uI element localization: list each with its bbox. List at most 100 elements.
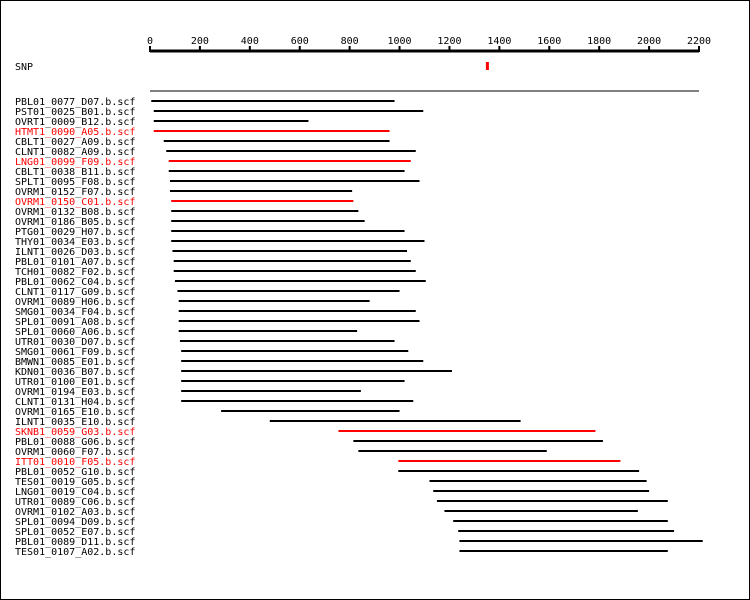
read-row: ITT01_0010_F05.b.scf: [15, 457, 621, 468]
read-name-label[interactable]: SPL01_0060_A06.b.scf: [15, 327, 135, 338]
read-row: CBLT1_0038_B11.b.scf: [15, 167, 405, 178]
read-row: TCH01_0082_F02.b.scf: [15, 267, 416, 278]
read-name-label[interactable]: CLNT1_0131_H04.b.scf: [15, 397, 135, 408]
read-row: OVRM1_0165_E10.b.scf: [15, 407, 400, 418]
axis-tick-label: 2000: [637, 36, 661, 47]
read-row: UTR01_0100_E01.b.scf: [15, 377, 405, 388]
read-row: SPL01_0060_A06.b.scf: [15, 327, 358, 338]
read-name-label[interactable]: UTR01_0030_D07.b.scf: [15, 337, 135, 348]
read-name-label[interactable]: SKNB1_0059_G03.b.scf: [15, 427, 135, 438]
read-name-label[interactable]: CLNT1_0117_G09.b.scf: [15, 287, 135, 298]
read-row: OVRM1_0152_F07.b.scf: [15, 187, 353, 198]
read-name-label[interactable]: CBLT1_0038_B11.b.scf: [15, 167, 135, 178]
read-row: OVRM1_0150_C01.b.scf: [15, 197, 354, 208]
read-name-label[interactable]: OVRM1_0194_E03.b.scf: [15, 387, 135, 398]
read-row: OVRM1_0194_E03.b.scf: [15, 387, 361, 398]
read-name-label[interactable]: OVRM1_0132_B08.b.scf: [15, 207, 135, 218]
read-row: OVRT1_0009_B12.b.scf: [15, 117, 309, 128]
read-row: OVRM1_0102_A03.b.scf: [15, 507, 638, 518]
read-name-label[interactable]: SPL01_0094_D09.b.scf: [15, 517, 135, 528]
read-row: SPLT1_0095_F08.b.scf: [15, 177, 420, 188]
read-row: TES01_0019_G05.b.scf: [15, 477, 647, 488]
read-name-label[interactable]: OVRM1_0150_C01.b.scf: [15, 197, 135, 208]
read-name-label[interactable]: TES01_0019_G05.b.scf: [15, 477, 135, 488]
axis-tick-label: 1400: [487, 36, 511, 47]
axis-tick-label: 0: [147, 36, 153, 47]
read-name-label[interactable]: OVRM1_0089_H06.b.scf: [15, 297, 135, 308]
axis-tick-label: 1200: [437, 36, 461, 47]
read-name-label[interactable]: LNG01_0019_C04.b.scf: [15, 487, 135, 498]
read-row: PST01_0025_B01.b.scf: [15, 107, 424, 118]
read-name-label[interactable]: UTR01_0089_C06.b.scf: [15, 497, 135, 508]
read-name-label[interactable]: THY01_0034_E03.b.scf: [15, 237, 135, 248]
read-name-label[interactable]: OVRM1_0060_F07.b.scf: [15, 447, 135, 458]
read-name-label[interactable]: CBLT1_0027_A09.b.scf: [15, 137, 135, 148]
read-name-label[interactable]: OVRM1_0102_A03.b.scf: [15, 507, 135, 518]
axis-tick-label: 800: [341, 36, 359, 47]
reads-list: PBL01_0077_D07.b.scfPST01_0025_B01.b.scf…: [15, 97, 703, 558]
read-row: THY01_0034_E03.b.scf: [15, 237, 425, 248]
axis-tick-label: 400: [241, 36, 259, 47]
read-row: BMWN1_0085_E01.b.scf: [15, 357, 424, 368]
read-row: PBL01_0052_G10.b.scf: [15, 467, 640, 478]
read-name-label[interactable]: SPL01_0091_A08.b.scf: [15, 317, 135, 328]
snp-track: SNP: [15, 62, 489, 73]
read-row: SMG01_0034_F04.b.scf: [15, 307, 416, 318]
axis-tick-label: 1800: [587, 36, 611, 47]
axis-tick-label: 2200: [687, 36, 711, 47]
read-name-label[interactable]: OVRM1_0152_F07.b.scf: [15, 187, 135, 198]
axis-tick-label: 1600: [537, 36, 561, 47]
read-name-label[interactable]: PST01_0025_B01.b.scf: [15, 107, 135, 118]
read-row: CLNT1_0082_A09.b.scf: [15, 147, 416, 158]
read-row: LNG01_0019_C04.b.scf: [15, 487, 650, 498]
read-name-label[interactable]: SMG01_0034_F04.b.scf: [15, 307, 135, 318]
read-name-label[interactable]: TCH01_0082_F02.b.scf: [15, 267, 135, 278]
read-row: OVRM1_0186_B05.b.scf: [15, 217, 365, 228]
read-name-label[interactable]: ILNT1_0035_E10.b.scf: [15, 417, 135, 428]
read-name-label[interactable]: HTMT1_0090_A05.b.scf: [15, 127, 135, 138]
read-row: CLNT1_0117_G09.b.scf: [15, 287, 400, 298]
axis-tick-label: 1000: [387, 36, 411, 47]
read-name-label[interactable]: LNG01_0099_F09.b.scf: [15, 157, 135, 168]
read-name-label[interactable]: CLNT1_0082_A09.b.scf: [15, 147, 135, 158]
read-name-label[interactable]: ITT01_0010_F05.b.scf: [15, 457, 135, 468]
read-name-label[interactable]: PBL01_0089_D11.b.scf: [15, 537, 135, 548]
read-row: LNG01_0099_F09.b.scf: [15, 157, 411, 168]
read-name-label[interactable]: SMG01_0061_F09.b.scf: [15, 347, 135, 358]
read-row: UTR01_0089_C06.b.scf: [15, 497, 668, 508]
read-name-label[interactable]: SPLT1_0095_F08.b.scf: [15, 177, 135, 188]
read-row: SKNB1_0059_G03.b.scf: [15, 427, 596, 438]
read-row: PBL01_0077_D07.b.scf: [15, 97, 395, 108]
read-name-label[interactable]: OVRT1_0009_B12.b.scf: [15, 117, 135, 128]
read-row: OVRM1_0089_H06.b.scf: [15, 297, 370, 308]
read-name-label[interactable]: PBL01_0101_A07.b.scf: [15, 257, 135, 268]
read-name-label[interactable]: SPL01_0052_E07.b.scf: [15, 527, 135, 538]
read-row: TES01_0107_A02.b.scf: [15, 547, 668, 558]
read-row: KDN01_0036_B07.b.scf: [15, 367, 452, 378]
read-name-label[interactable]: PBL01_0062_C04.b.scf: [15, 277, 135, 288]
read-row: PBL01_0089_D11.b.scf: [15, 537, 703, 548]
read-name-label[interactable]: BMWN1_0085_E01.b.scf: [15, 357, 135, 368]
axis-tick-label: 200: [191, 36, 209, 47]
read-name-label[interactable]: OVRM1_0186_B05.b.scf: [15, 217, 135, 228]
read-row: CBLT1_0027_A09.b.scf: [15, 137, 390, 148]
read-name-label[interactable]: PBL01_0088_G06.b.scf: [15, 437, 135, 448]
read-name-label[interactable]: UTR01_0100_E01.b.scf: [15, 377, 135, 388]
read-row: ILNT1_0035_E10.b.scf: [15, 417, 521, 428]
read-row: PTG01_0029_H07.b.scf: [15, 227, 405, 238]
read-name-label[interactable]: KDN01_0036_B07.b.scf: [15, 367, 135, 378]
read-name-label[interactable]: PBL01_0077_D07.b.scf: [15, 97, 135, 108]
read-row: CLNT1_0131_H04.b.scf: [15, 397, 414, 408]
position-axis: 0 200 400 600 800 1000 1200 1400 1600 1800 2000 220…: [147, 36, 711, 53]
read-name-label[interactable]: PBL01_0052_G10.b.scf: [15, 467, 135, 478]
read-row: OVRM1_0132_B08.b.scf: [15, 207, 359, 218]
read-name-label[interactable]: TES01_0107_A02.b.scf: [15, 547, 135, 558]
read-name-label[interactable]: OVRM1_0165_E10.b.scf: [15, 407, 135, 418]
read-name-label[interactable]: ILNT1_0026_D03.b.scf: [15, 247, 135, 258]
read-row: PBL01_0101_A07.b.scf: [15, 257, 411, 268]
read-row: SPL01_0094_D09.b.scf: [15, 517, 668, 528]
read-row: PBL01_0062_C04.b.scf: [15, 277, 426, 288]
read-name-label[interactable]: PTG01_0029_H07.b.scf: [15, 227, 135, 238]
